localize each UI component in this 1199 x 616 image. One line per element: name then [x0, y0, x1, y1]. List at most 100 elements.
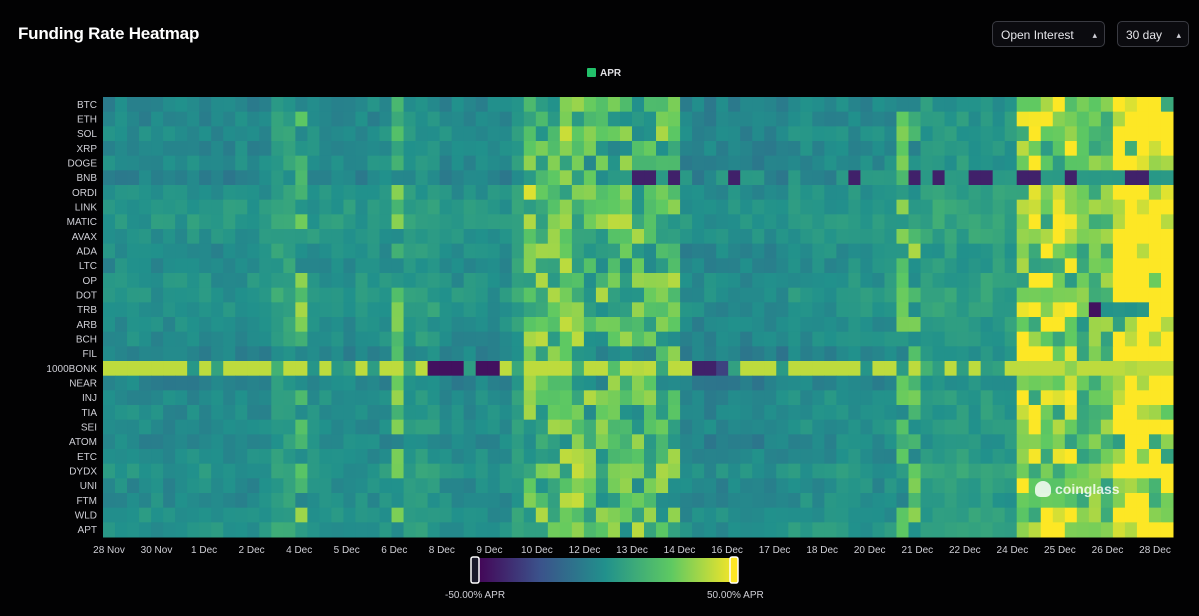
heatmap-cell[interactable]	[716, 361, 729, 377]
heatmap-cell[interactable]	[343, 419, 356, 435]
heatmap-cell[interactable]	[523, 478, 537, 494]
heatmap-cell[interactable]	[619, 375, 633, 391]
heatmap-cell[interactable]	[1124, 346, 1138, 362]
heatmap-cell[interactable]	[499, 214, 513, 230]
heatmap-cell[interactable]	[812, 141, 825, 157]
heatmap-cell[interactable]	[295, 126, 308, 142]
heatmap-cell[interactable]	[692, 317, 705, 333]
heatmap-cell[interactable]	[295, 302, 308, 318]
heatmap-cell[interactable]	[103, 317, 116, 333]
heatmap-cell[interactable]	[764, 155, 777, 171]
heatmap-cell[interactable]	[619, 463, 633, 479]
heatmap-cell[interactable]	[1148, 258, 1162, 274]
heatmap-cell[interactable]	[379, 302, 393, 318]
heatmap-cell[interactable]	[812, 317, 825, 333]
heatmap-cell[interactable]	[704, 155, 717, 171]
heatmap-cell[interactable]	[223, 155, 236, 171]
heatmap-cell[interactable]	[728, 155, 741, 171]
heatmap-cell[interactable]	[992, 434, 1006, 450]
heatmap-cell[interactable]	[403, 287, 417, 303]
heatmap-cell[interactable]	[379, 185, 393, 201]
heatmap-cell[interactable]	[511, 170, 525, 186]
heatmap-cell[interactable]	[223, 317, 236, 333]
heatmap-cell[interactable]	[391, 229, 405, 245]
heatmap-cell[interactable]	[199, 317, 212, 333]
heatmap-cell[interactable]	[1112, 434, 1126, 450]
heatmap-cell[interactable]	[139, 361, 152, 377]
heatmap-cell[interactable]	[319, 463, 332, 479]
heatmap-cell[interactable]	[187, 302, 200, 318]
heatmap-cell[interactable]	[199, 111, 212, 127]
heatmap-cell[interactable]	[595, 463, 609, 479]
heatmap-cell[interactable]	[511, 258, 525, 274]
heatmap-cell[interactable]	[1028, 111, 1042, 127]
heatmap-cell[interactable]	[1124, 302, 1138, 318]
heatmap-cell[interactable]	[283, 170, 296, 186]
heatmap-cell[interactable]	[1040, 390, 1054, 406]
heatmap-cell[interactable]	[571, 155, 585, 171]
heatmap-cell[interactable]	[379, 346, 393, 362]
heatmap-cell[interactable]	[788, 507, 801, 523]
heatmap-cell[interactable]	[391, 390, 405, 406]
heatmap-cell[interactable]	[427, 449, 441, 465]
heatmap-cell[interactable]	[631, 405, 645, 421]
heatmap-cell[interactable]	[595, 258, 609, 274]
heatmap-cell[interactable]	[788, 214, 801, 230]
heatmap-cell[interactable]	[812, 126, 825, 142]
heatmap-cell[interactable]	[595, 273, 609, 289]
heatmap-cell[interactable]	[427, 273, 441, 289]
heatmap-cell[interactable]	[607, 493, 621, 509]
heatmap-cell[interactable]	[1028, 126, 1042, 142]
heatmap-cell[interactable]	[956, 361, 970, 377]
heatmap-cell[interactable]	[271, 405, 284, 421]
heatmap-cell[interactable]	[980, 507, 994, 523]
heatmap-cell[interactable]	[812, 434, 825, 450]
heatmap-cell[interactable]	[427, 170, 441, 186]
heatmap-cell[interactable]	[1136, 258, 1150, 274]
heatmap-cell[interactable]	[752, 522, 765, 538]
heatmap-cell[interactable]	[656, 493, 669, 509]
heatmap-cell[interactable]	[523, 141, 537, 157]
heatmap-cell[interactable]	[223, 199, 236, 215]
heatmap-cell[interactable]	[764, 331, 777, 347]
heatmap-cell[interactable]	[259, 346, 272, 362]
heatmap-cell[interactable]	[511, 463, 525, 479]
heatmap-cell[interactable]	[692, 361, 705, 377]
heatmap-cell[interactable]	[1016, 155, 1030, 171]
heatmap-cell[interactable]	[511, 287, 525, 303]
heatmap-cell[interactable]	[860, 522, 873, 538]
heatmap-cell[interactable]	[932, 97, 946, 113]
heatmap-cell[interactable]	[1112, 361, 1126, 377]
heatmap-cell[interactable]	[223, 449, 236, 465]
heatmap-cell[interactable]	[103, 287, 116, 303]
heatmap-cell[interactable]	[944, 229, 958, 245]
heatmap-cell[interactable]	[812, 229, 825, 245]
heatmap-cell[interactable]	[355, 155, 368, 171]
heatmap-cell[interactable]	[1040, 111, 1054, 127]
heatmap-cell[interactable]	[1028, 463, 1042, 479]
heatmap-cell[interactable]	[307, 361, 320, 377]
heatmap-cell[interactable]	[812, 155, 825, 171]
heatmap-cell[interactable]	[1124, 507, 1138, 523]
heatmap-cell[interactable]	[463, 258, 477, 274]
heatmap-cell[interactable]	[680, 463, 693, 479]
heatmap-cell[interactable]	[692, 405, 705, 421]
heatmap-cell[interactable]	[523, 126, 537, 142]
heatmap-cell[interactable]	[1148, 434, 1162, 450]
heatmap-cell[interactable]	[199, 273, 212, 289]
heatmap-cell[interactable]	[247, 434, 260, 450]
heatmap-cell[interactable]	[1004, 361, 1018, 377]
heatmap-cell[interactable]	[956, 199, 970, 215]
heatmap-cell[interactable]	[499, 302, 513, 318]
heatmap-cell[interactable]	[271, 258, 284, 274]
heatmap-cell[interactable]	[956, 287, 970, 303]
heatmap-cell[interactable]	[451, 126, 465, 142]
heatmap-cell[interactable]	[728, 478, 741, 494]
heatmap-cell[interactable]	[139, 273, 152, 289]
heatmap-cell[interactable]	[872, 493, 885, 509]
heatmap-cell[interactable]	[932, 449, 946, 465]
heatmap-cell[interactable]	[884, 229, 897, 245]
heatmap-cell[interactable]	[968, 390, 982, 406]
heatmap-cell[interactable]	[1100, 478, 1114, 494]
heatmap-cell[interactable]	[1136, 434, 1150, 450]
